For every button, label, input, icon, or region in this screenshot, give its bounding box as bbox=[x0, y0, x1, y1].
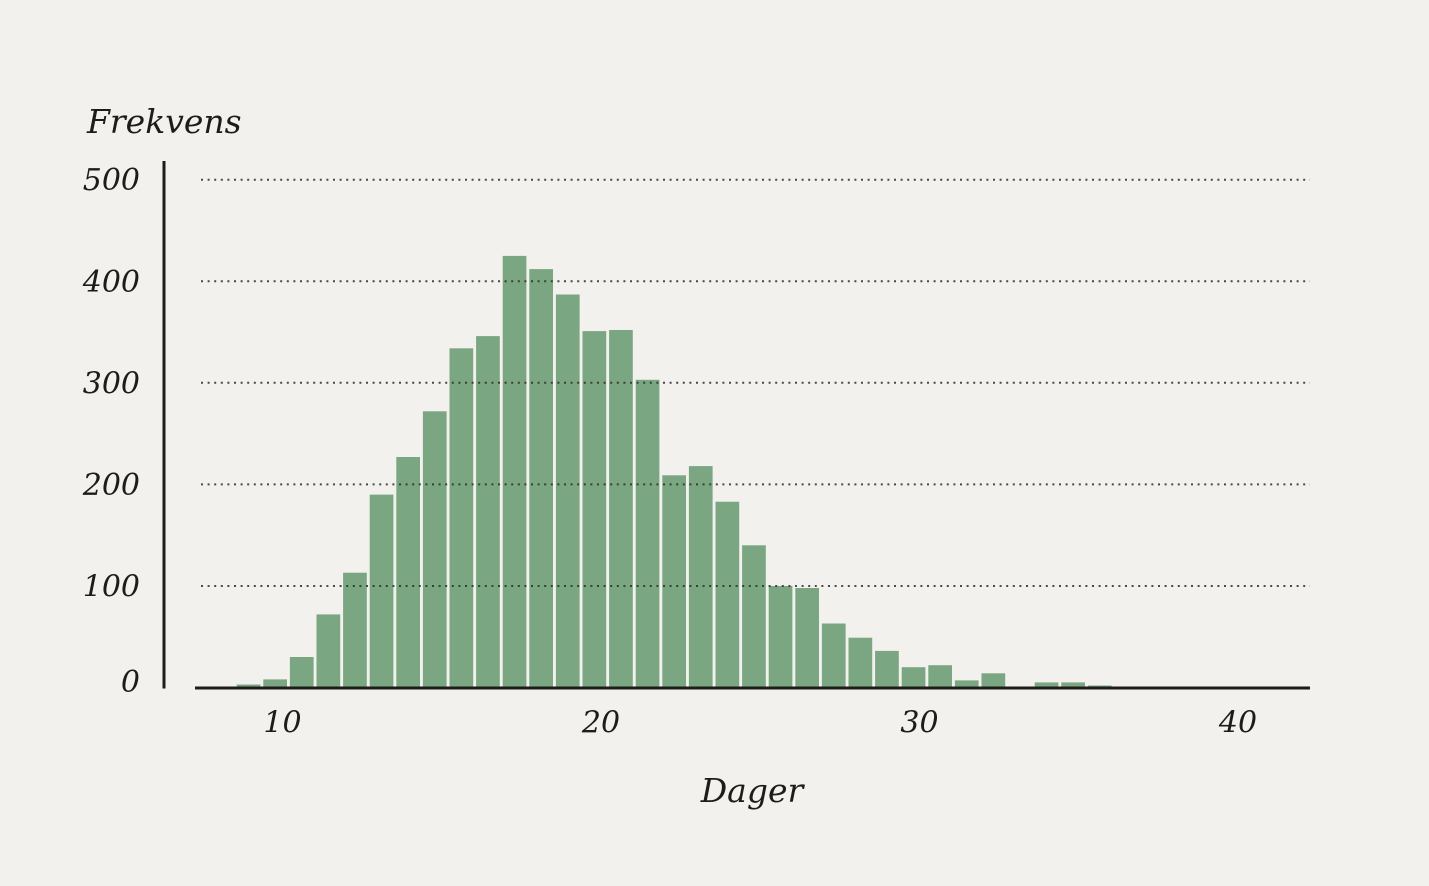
histogram-bar bbox=[422, 411, 447, 688]
histogram-bar bbox=[954, 680, 979, 688]
histogram-bar bbox=[795, 588, 819, 688]
histogram-bar bbox=[1034, 682, 1059, 688]
histogram-bar bbox=[316, 614, 341, 688]
y-axis-tick-labels: 0 100 200 300 400 500 bbox=[82, 163, 140, 700]
histogram-bar bbox=[343, 572, 367, 688]
y-tick-label: 100 bbox=[83, 570, 140, 605]
histogram-bar bbox=[1061, 682, 1085, 688]
histogram-bar bbox=[236, 684, 261, 688]
y-tick-label: 500 bbox=[83, 163, 140, 198]
histogram-bar bbox=[742, 545, 766, 688]
histogram-bar bbox=[981, 673, 1006, 688]
x-tick-label: 30 bbox=[900, 706, 938, 741]
y-tick-label: 200 bbox=[82, 468, 140, 503]
gridlines bbox=[201, 178, 1310, 587]
histogram-bar bbox=[688, 466, 713, 688]
y-tick-label: 300 bbox=[83, 366, 140, 401]
histogram-bar bbox=[582, 331, 607, 688]
histogram-bar bbox=[449, 348, 474, 688]
x-axis-tick-labels: 10 20 30 40 bbox=[263, 706, 1257, 741]
histogram-bar bbox=[715, 501, 740, 688]
histogram-bar bbox=[396, 457, 420, 688]
histogram-bars bbox=[236, 255, 1139, 688]
y-tick-label: 0 bbox=[121, 665, 140, 700]
x-axis-title: Dager bbox=[700, 771, 806, 810]
histogram-bar bbox=[662, 475, 686, 688]
y-tick-label: 400 bbox=[82, 265, 140, 300]
histogram-bar bbox=[875, 650, 899, 688]
x-tick-label: 10 bbox=[263, 706, 301, 741]
x-tick-label: 40 bbox=[1218, 706, 1257, 741]
histogram-bar bbox=[768, 586, 793, 688]
histogram-bar bbox=[609, 330, 633, 688]
histogram-bar bbox=[821, 623, 846, 688]
x-tick-label: 20 bbox=[581, 706, 620, 741]
histogram-bar bbox=[529, 269, 553, 688]
histogram-bar bbox=[289, 657, 314, 688]
histogram-bar bbox=[369, 494, 394, 688]
histogram-bar bbox=[263, 679, 287, 688]
histogram-bar bbox=[555, 294, 580, 688]
histogram-bar bbox=[502, 255, 527, 688]
histogram-bar bbox=[901, 667, 926, 688]
histogram-bar bbox=[476, 336, 500, 688]
y-axis-title: Frekvens bbox=[86, 102, 242, 141]
histogram-bar bbox=[928, 665, 952, 688]
histogram-bar bbox=[848, 637, 873, 688]
histogram-bar bbox=[635, 379, 660, 688]
